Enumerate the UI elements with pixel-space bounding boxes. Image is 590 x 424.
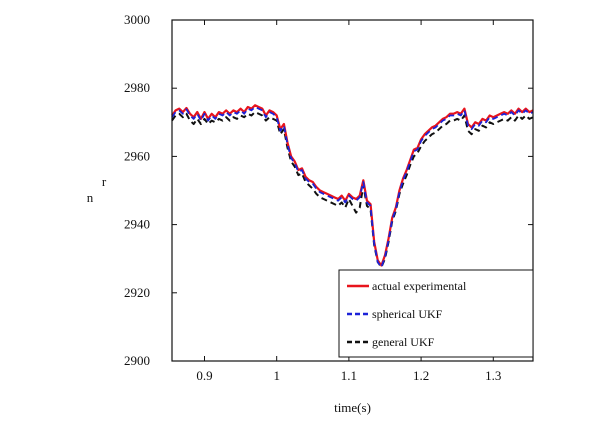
- legend-label: actual experimental: [372, 279, 467, 293]
- plot-frame: [171, 19, 534, 362]
- legend-label: spherical UKF: [372, 307, 443, 321]
- y-tick-label: 2900: [124, 353, 150, 368]
- y-tick-label: 2960: [124, 148, 150, 163]
- x-axis: 0.9 1 1.1 1.2 1.3: [196, 20, 501, 383]
- x-tick-label: 1: [273, 368, 280, 383]
- legend-box: [338, 269, 534, 358]
- series-layer: [171, 104, 534, 269]
- x-tick-label: 1.2: [413, 368, 429, 383]
- legend: actual experimental spherical UKF general …: [338, 269, 534, 358]
- y-axis-label: n: [87, 190, 94, 205]
- x-tick-label: 1.3: [485, 368, 501, 383]
- y-axis: 2900 2920 2940 2960 2980 3000: [124, 12, 533, 368]
- y-tick-label: 2980: [124, 80, 150, 95]
- x-tick-label: 1.1: [341, 368, 357, 383]
- y-tick-label: 2940: [124, 217, 150, 232]
- y-tick-label: 2920: [124, 285, 150, 300]
- series-line-0: [171, 104, 534, 267]
- legend-label: general UKF: [372, 335, 435, 349]
- x-axis-label: time(s): [334, 400, 371, 415]
- series-line-1: [171, 106, 534, 269]
- y-tick-label: 3000: [124, 12, 150, 27]
- y-axis-label-subscript: r: [102, 174, 107, 189]
- x-tick-label: 0.9: [196, 368, 212, 383]
